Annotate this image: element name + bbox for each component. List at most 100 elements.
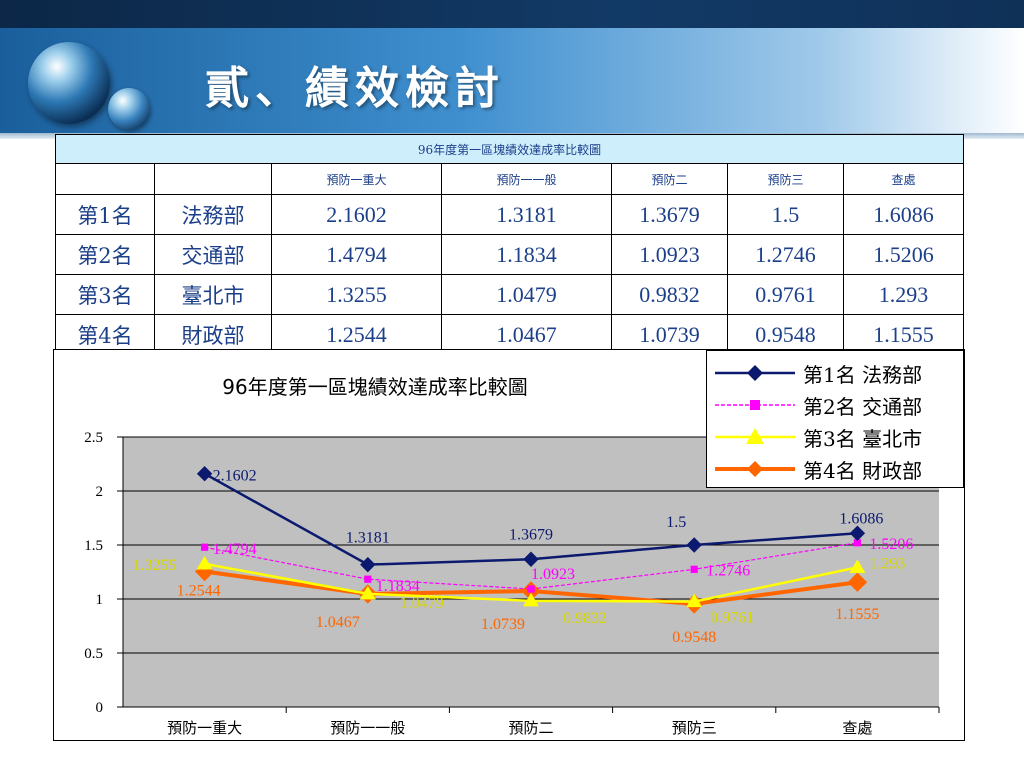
value-cell: 1.5206	[842, 234, 965, 275]
x-tick-label: 預防一重大	[167, 719, 242, 737]
data-label: 1.5206	[869, 536, 913, 553]
table-header-cell	[154, 163, 272, 195]
dept-cell: 法務部	[154, 194, 272, 235]
top-bar	[0, 0, 1024, 28]
table-header-cell: 預防一一般	[441, 163, 612, 195]
legend-item: 第1名 法務部	[707, 357, 963, 387]
small-globe-logo-icon	[108, 88, 150, 130]
data-point	[364, 575, 372, 583]
data-label: 1.0479	[400, 595, 444, 612]
x-tick-label: 預防一一般	[330, 719, 405, 737]
x-tick-label: 查處	[842, 719, 872, 737]
legend-swatch-icon	[715, 461, 795, 477]
table-header-cell	[55, 163, 155, 195]
data-label: 1.3679	[509, 526, 553, 543]
data-point	[527, 585, 535, 593]
table-row: 第1名 法務部 2.1602 1.3181 1.3679 1.5 1.6086	[55, 194, 965, 235]
data-label: 1.0923	[531, 566, 575, 583]
data-label: 1.3181	[346, 530, 390, 547]
value-cell: 1.1555	[842, 314, 965, 355]
data-label: 1.6086	[839, 510, 883, 527]
rank-cell: 第4名	[55, 314, 155, 355]
data-point	[686, 593, 703, 608]
value-cell: 1.3679	[611, 194, 728, 235]
value-cell: 1.3255	[271, 274, 442, 315]
data-point	[849, 559, 866, 573]
table-header-cell: 預防三	[727, 163, 844, 195]
data-label: 0.9832	[563, 610, 607, 627]
rank-cell: 第1名	[55, 194, 155, 235]
header-banner	[0, 28, 1024, 133]
value-cell: 1.3181	[441, 194, 612, 235]
value-cell: 1.0923	[611, 234, 728, 275]
data-label: 1.1555	[835, 606, 879, 623]
data-point	[847, 572, 868, 592]
chart-title: 96年度第一區塊績效達成率比較圖	[222, 375, 527, 399]
data-label: 0.9761	[710, 610, 754, 627]
data-table: 96年度第一區塊績效達成率比較圖 預防一重大 預防一一般 預防二 預防三 查處 …	[54, 134, 965, 355]
data-label: 0.9548	[672, 629, 716, 646]
y-tick-label: 0	[96, 700, 104, 716]
data-point	[686, 537, 702, 553]
value-cell: 0.9832	[611, 274, 728, 315]
value-cell: 1.1834	[441, 234, 612, 275]
value-cell: 1.5	[727, 194, 844, 235]
data-label: 1.0739	[481, 616, 525, 633]
legend-label: 第3名 臺北市	[803, 427, 923, 451]
data-point	[359, 585, 376, 600]
legend-item: 第2名 交通部	[707, 389, 963, 419]
x-tick-label: 預防二	[508, 719, 553, 737]
legend-label: 第1名 法務部	[803, 363, 923, 387]
value-cell: 2.1602	[271, 194, 442, 235]
data-point	[360, 556, 376, 573]
value-cell: 1.293	[842, 274, 965, 315]
data-point	[523, 592, 539, 607]
legend-swatch-icon	[715, 428, 795, 444]
data-label: 1.2746	[706, 562, 750, 579]
data-label: 1.0467	[316, 614, 360, 631]
legend-item: 第3名 臺北市	[707, 421, 963, 451]
data-label: 1.4794	[213, 541, 257, 558]
value-cell: 0.9761	[727, 274, 844, 315]
table-header-cell: 查處	[842, 163, 965, 195]
table-header-row: 預防一重大 預防一一般 預防二 預防三 查處	[55, 163, 965, 195]
page-title: 貳、績效檢討	[205, 63, 505, 114]
y-tick-label: 2.5	[84, 430, 103, 446]
legend-label: 第2名 交通部	[803, 395, 923, 419]
value-cell: 1.2746	[727, 234, 844, 275]
data-point	[201, 543, 209, 551]
dept-cell: 臺北市	[154, 274, 272, 315]
value-cell: 1.4794	[271, 234, 442, 275]
table-header-cell: 預防一重大	[271, 163, 442, 195]
data-point	[196, 555, 213, 570]
data-point	[690, 565, 698, 573]
y-tick-label: 1	[96, 592, 104, 608]
series-line	[204, 542, 858, 590]
table-caption: 96年度第一區塊績效達成率比較圖	[54, 134, 965, 164]
data-label: 1.3255	[133, 557, 177, 574]
data-label: 1.5	[666, 514, 686, 531]
legend-label: 第4名 財政部	[803, 459, 923, 483]
y-tick-label: 1.5	[84, 538, 103, 554]
data-label: 1.2544	[177, 583, 221, 600]
table-caption-row: 96年度第一區塊績效達成率比較圖	[54, 134, 965, 164]
table-header-cell: 預防二	[611, 163, 728, 195]
x-tick-label: 預防三	[672, 719, 717, 737]
value-cell: 1.2544	[271, 314, 442, 355]
data-point	[196, 465, 213, 482]
dept-cell: 財政部	[154, 314, 272, 355]
chart-legend: 第1名 法務部 第2名 交通部 第3名 臺北市 第4名 財政部	[706, 350, 964, 488]
data-point	[523, 551, 539, 567]
rank-cell: 第3名	[55, 274, 155, 315]
value-cell: 1.0479	[441, 274, 612, 315]
table-row: 第3名 臺北市 1.3255 1.0479 0.9832 0.9761 1.29…	[55, 274, 965, 315]
globe-logo-icon	[28, 42, 110, 124]
dept-cell: 交通部	[154, 234, 272, 275]
table-row: 第2名 交通部 1.4794 1.1834 1.0923 1.2746 1.52…	[55, 234, 965, 275]
data-point	[853, 539, 861, 547]
value-cell: 1.6086	[842, 194, 965, 235]
y-tick-label: 0.5	[84, 646, 103, 662]
data-label: 1.1834	[376, 578, 420, 595]
data-label: 1.293	[869, 555, 905, 572]
data-label: 2.1602	[213, 468, 257, 485]
